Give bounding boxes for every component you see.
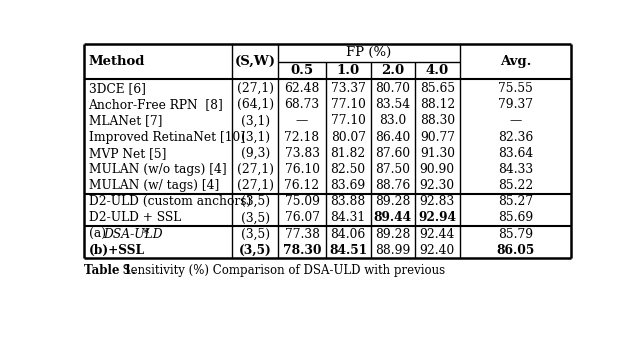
Text: 85.79: 85.79 [498, 227, 533, 241]
Text: (27,1): (27,1) [237, 82, 274, 95]
Text: 77.10: 77.10 [331, 114, 365, 127]
Text: 90.90: 90.90 [420, 163, 455, 176]
Text: (a): (a) [88, 227, 109, 241]
Text: 82.50: 82.50 [331, 163, 365, 176]
Text: 84.33: 84.33 [498, 163, 533, 176]
Text: (9,3): (9,3) [241, 147, 270, 160]
Text: 80.07: 80.07 [331, 130, 365, 144]
Text: 4.0: 4.0 [426, 64, 449, 77]
Text: 88.76: 88.76 [375, 179, 410, 192]
Text: (3,5): (3,5) [241, 211, 269, 224]
Text: 83.0: 83.0 [379, 114, 406, 127]
Text: 73.37: 73.37 [331, 82, 365, 95]
Text: —: — [296, 114, 308, 127]
Text: (3,5): (3,5) [241, 227, 269, 241]
Text: 92.40: 92.40 [420, 244, 455, 257]
Text: 92.30: 92.30 [420, 179, 455, 192]
Text: 84.06: 84.06 [330, 227, 366, 241]
Text: 80.70: 80.70 [375, 82, 410, 95]
Text: (3,1): (3,1) [241, 114, 269, 127]
Text: 89.44: 89.44 [374, 211, 412, 224]
Text: 85.69: 85.69 [498, 211, 533, 224]
Text: D2-ULD + SSL: D2-ULD + SSL [88, 211, 180, 224]
Text: 87.60: 87.60 [375, 147, 410, 160]
Text: (27,1): (27,1) [237, 163, 274, 176]
Text: 75.55: 75.55 [498, 82, 533, 95]
Text: 83.64: 83.64 [498, 147, 533, 160]
Text: D2-ULD (custom anchors): D2-ULD (custom anchors) [88, 195, 251, 208]
Text: 68.73: 68.73 [284, 98, 319, 111]
Text: Avg.: Avg. [500, 55, 531, 68]
Text: (27,1): (27,1) [237, 179, 274, 192]
Text: 85.27: 85.27 [498, 195, 533, 208]
Text: MULAN (w/ tags) [4]: MULAN (w/ tags) [4] [88, 179, 219, 192]
Text: Method: Method [88, 55, 145, 68]
Text: 83.54: 83.54 [375, 98, 410, 111]
Text: 78.30: 78.30 [283, 244, 321, 257]
Text: 73.83: 73.83 [285, 147, 319, 160]
Text: 72.18: 72.18 [284, 130, 319, 144]
Text: 77.10: 77.10 [331, 98, 365, 111]
Text: 85.65: 85.65 [420, 82, 455, 95]
Text: MULAN (w/o tags) [4]: MULAN (w/o tags) [4] [88, 163, 226, 176]
Text: 2.0: 2.0 [381, 64, 404, 77]
Text: 89.28: 89.28 [375, 227, 410, 241]
Text: Anchor-Free RPN  [8]: Anchor-Free RPN [8] [88, 98, 223, 111]
Text: 75.09: 75.09 [285, 195, 319, 208]
Text: (64,1): (64,1) [237, 98, 274, 111]
Text: 89.28: 89.28 [375, 195, 410, 208]
Text: 86.40: 86.40 [375, 130, 410, 144]
Text: 81.82: 81.82 [330, 147, 366, 160]
Text: 87.50: 87.50 [375, 163, 410, 176]
Text: 90.77: 90.77 [420, 130, 455, 144]
Text: Improved RetinaNet [10]: Improved RetinaNet [10] [88, 130, 244, 144]
Text: 84.31: 84.31 [331, 211, 365, 224]
Text: 79.37: 79.37 [498, 98, 533, 111]
Text: (b)+SSL: (b)+SSL [88, 244, 145, 257]
Text: 83.88: 83.88 [330, 195, 366, 208]
Text: 86.05: 86.05 [497, 244, 534, 257]
Text: *: * [143, 227, 149, 241]
Text: 85.22: 85.22 [498, 179, 533, 192]
Text: 3DCE [6]: 3DCE [6] [88, 82, 145, 95]
Text: (3,5): (3,5) [239, 244, 271, 257]
Text: 82.36: 82.36 [498, 130, 533, 144]
Text: 0.5: 0.5 [291, 64, 314, 77]
Text: 76.12: 76.12 [284, 179, 319, 192]
Text: 76.10: 76.10 [285, 163, 319, 176]
Text: 83.69: 83.69 [330, 179, 366, 192]
Text: DSA-ULD: DSA-ULD [103, 227, 163, 241]
Text: 88.30: 88.30 [420, 114, 455, 127]
Text: Sensitivity (%) Comparison of DSA-ULD with previous: Sensitivity (%) Comparison of DSA-ULD wi… [115, 264, 445, 277]
Text: 92.83: 92.83 [420, 195, 455, 208]
Text: Table 1.: Table 1. [84, 264, 136, 277]
Text: 92.94: 92.94 [419, 211, 456, 224]
Text: 77.38: 77.38 [285, 227, 319, 241]
Text: 88.99: 88.99 [375, 244, 410, 257]
Text: —: — [509, 114, 522, 127]
Text: (S,W): (S,W) [235, 55, 276, 68]
Text: 76.07: 76.07 [285, 211, 319, 224]
Text: (3,1): (3,1) [241, 130, 269, 144]
Text: 84.51: 84.51 [329, 244, 367, 257]
Text: MLANet [7]: MLANet [7] [88, 114, 162, 127]
Text: 91.30: 91.30 [420, 147, 455, 160]
Text: 88.12: 88.12 [420, 98, 455, 111]
Text: FP (%): FP (%) [346, 46, 392, 59]
Text: 92.44: 92.44 [420, 227, 455, 241]
Text: MVP Net [5]: MVP Net [5] [88, 147, 166, 160]
Text: 62.48: 62.48 [284, 82, 320, 95]
Text: 1.0: 1.0 [337, 64, 360, 77]
Text: (3,5): (3,5) [241, 195, 269, 208]
